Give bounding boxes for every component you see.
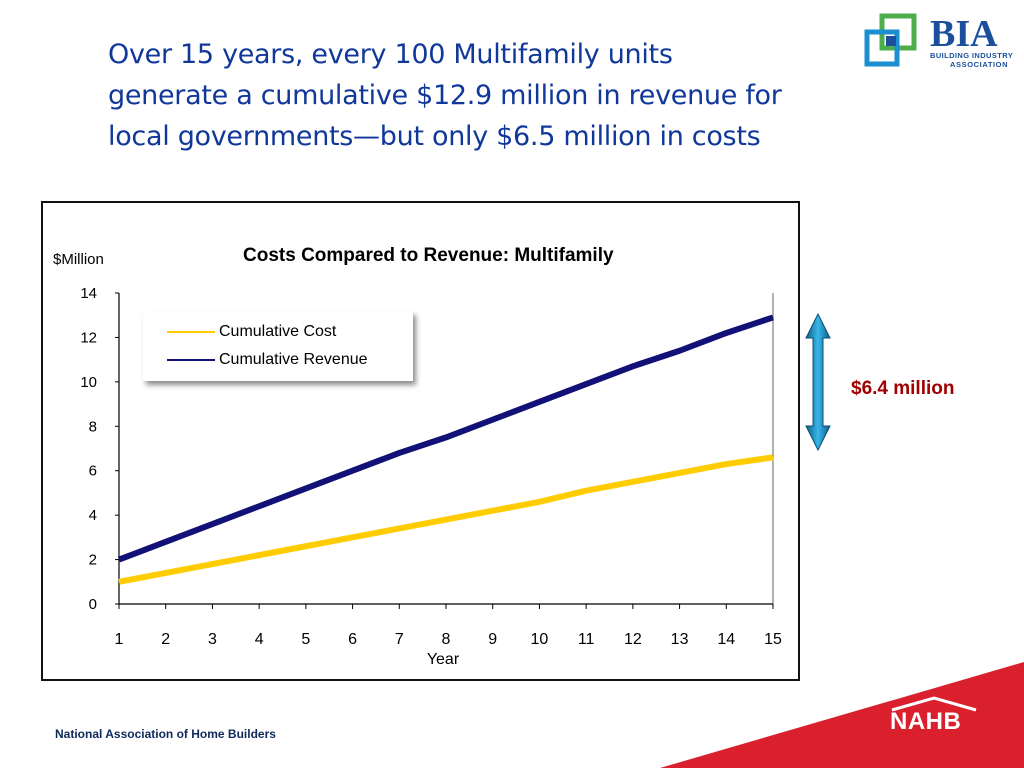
x-tick-label: 5 — [301, 631, 310, 648]
x-tick-label: 2 — [161, 631, 170, 648]
x-tick-label: 13 — [671, 631, 689, 648]
logo-square-inner — [886, 36, 896, 46]
y-tick-label: 10 — [80, 374, 97, 391]
x-tick-label: 8 — [442, 631, 451, 648]
legend-label-revenue: Cumulative Revenue — [219, 351, 368, 368]
y-tick-label: 0 — [89, 596, 97, 613]
x-tick-label: 11 — [578, 631, 595, 648]
double-arrow-icon — [805, 312, 831, 452]
x-tick-label: 12 — [624, 631, 642, 648]
series-line-cumulative-cost — [118, 454, 774, 585]
difference-annotation: $6.4 million — [851, 378, 955, 399]
chart-frame: 0 2 4 6 8 10 12 14 1 2 3 4 5 6 7 8 9 10 11 12 13 14 15 Costs C… — [41, 201, 800, 681]
footer-band — [660, 662, 1024, 768]
x-tick-label: 10 — [531, 631, 549, 648]
x-tick-label: 15 — [764, 631, 782, 648]
x-tick-label: 4 — [255, 631, 264, 648]
legend-swatch-revenue — [167, 359, 215, 361]
y-tick-label: 4 — [89, 507, 97, 524]
x-tick-label: 1 — [115, 631, 124, 648]
legend-label-cost: Cumulative Cost — [219, 323, 337, 340]
legend-item-cost: Cumulative Cost — [167, 323, 336, 341]
logo-subtitle-2: ASSOCIATION — [950, 60, 1008, 69]
title-line: Over 15 years, every 100 Multifamily uni… — [108, 39, 673, 70]
x-axis-label: Year — [426, 651, 460, 668]
footer-organization: National Association of Home Builders — [55, 727, 276, 741]
x-tick-label: 9 — [488, 631, 497, 648]
chart-title: Costs Compared to Revenue: Multifamily — [243, 245, 614, 266]
logo-subtitle-1: BUILDING INDUSTRY — [930, 51, 1013, 60]
y-tick-label: 2 — [89, 552, 97, 569]
y-axis-label: $Million — [53, 251, 104, 268]
title-line: generate a cumulative $12.9 million in r… — [108, 80, 782, 111]
slide-title: Over 15 years, every 100 Multifamily uni… — [108, 34, 888, 157]
x-tick-label: 7 — [395, 631, 404, 648]
y-tick-label: 6 — [89, 463, 97, 480]
title-line: local governments—but only $6.5 million … — [108, 121, 761, 152]
x-tick-label: 3 — [208, 631, 217, 648]
chart-legend: Cumulative Cost Cumulative Revenue — [143, 311, 413, 381]
logo-square-blue — [864, 29, 900, 67]
x-tick-label: 6 — [348, 631, 357, 648]
nahb-roof-icon — [891, 696, 977, 712]
y-tick-label: 8 — [89, 418, 97, 435]
nahb-logo: NAHB — [890, 708, 962, 735]
y-tick-label: 14 — [80, 285, 97, 302]
legend-item-revenue: Cumulative Revenue — [167, 351, 368, 369]
series-line-cumulative-revenue — [117, 314, 774, 563]
logo-wordmark: BIA — [930, 13, 998, 55]
bia-logo: BIA BUILDING INDUSTRY ASSOCIATION — [864, 13, 1013, 69]
y-tick-label: 12 — [80, 329, 97, 346]
legend-swatch-cost — [167, 331, 215, 333]
x-tick-label: 14 — [717, 631, 735, 648]
